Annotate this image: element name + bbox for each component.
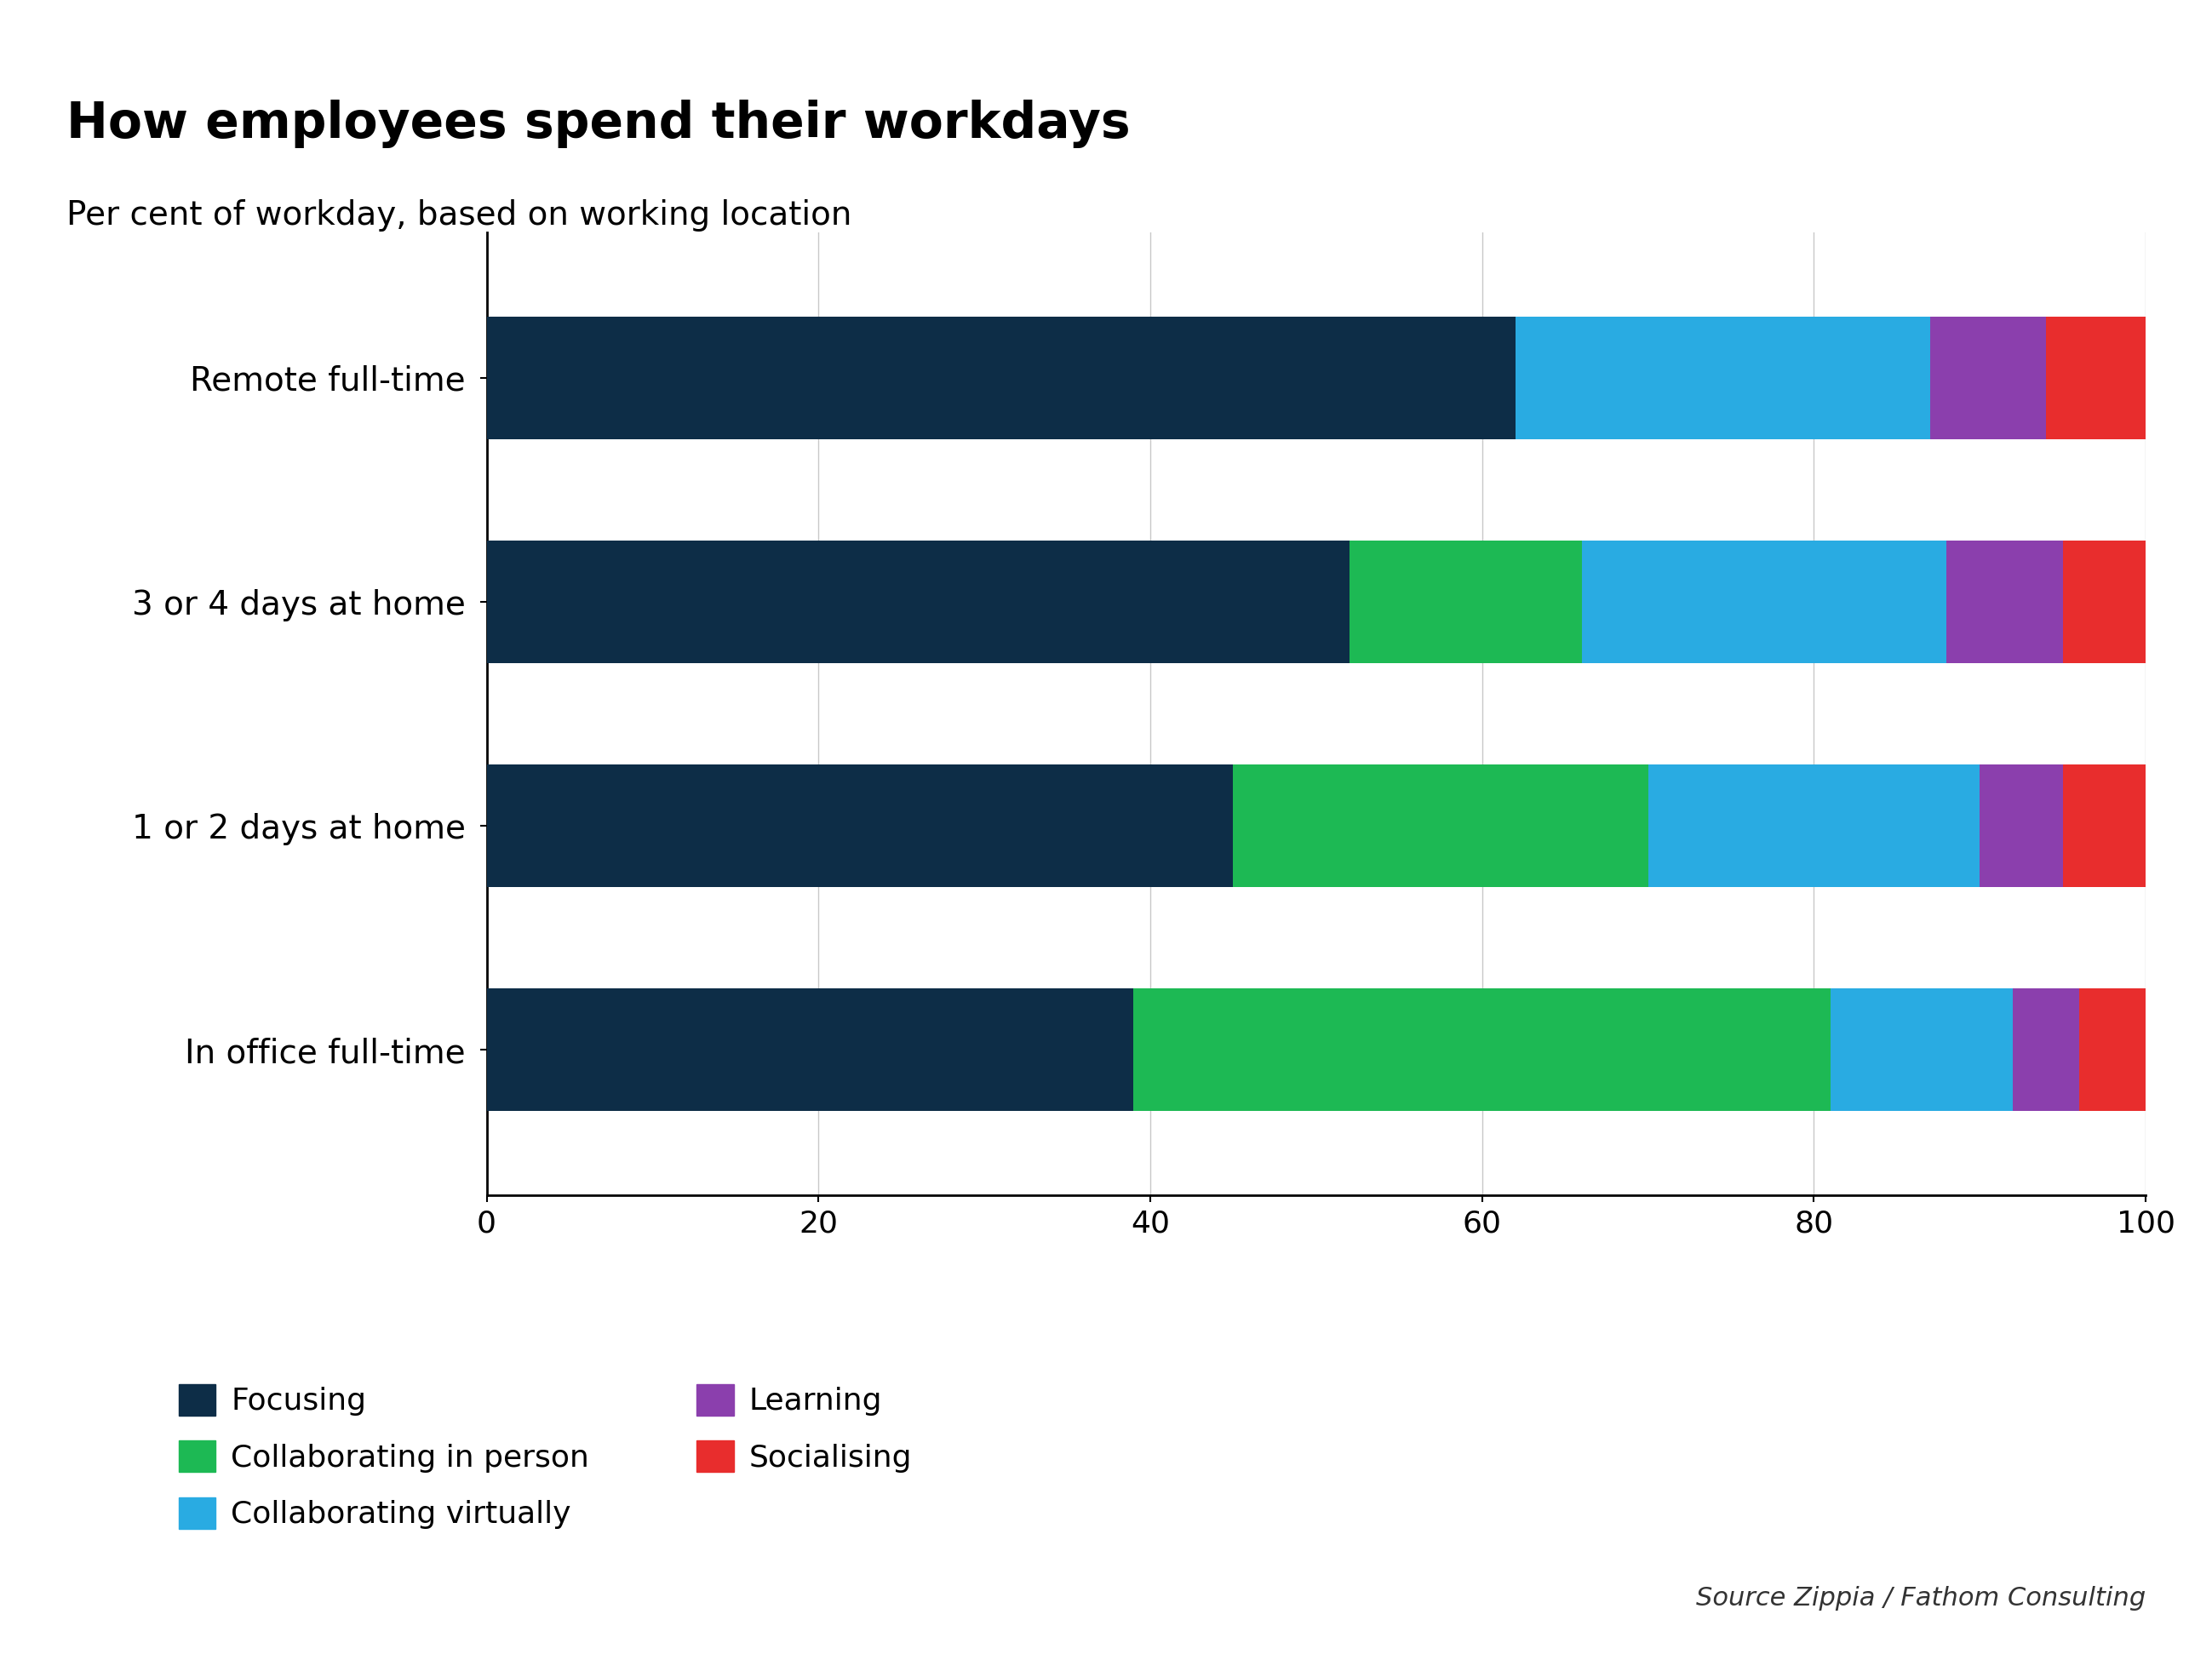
Bar bbox=[1829, 988, 2013, 1111]
Legend: Focusing, Collaborating in person, Collaborating virtually, Learning, Socialisin: Focusing, Collaborating in person, Colla… bbox=[179, 1384, 911, 1529]
Bar bbox=[487, 317, 1515, 440]
Bar bbox=[1929, 317, 2046, 440]
Bar bbox=[487, 540, 1349, 664]
Text: Per cent of workday, based on working location: Per cent of workday, based on working lo… bbox=[66, 199, 852, 231]
Bar bbox=[1648, 764, 1980, 888]
Bar bbox=[1133, 988, 1829, 1111]
Bar bbox=[2046, 317, 2146, 440]
Text: How employees spend their workdays: How employees spend their workdays bbox=[66, 100, 1130, 148]
Bar bbox=[1582, 540, 1947, 664]
Bar bbox=[1515, 317, 1929, 440]
Bar bbox=[487, 764, 1234, 888]
Bar bbox=[1349, 540, 1582, 664]
Bar bbox=[2062, 540, 2146, 664]
Text: Source Zippia / Fathom Consulting: Source Zippia / Fathom Consulting bbox=[1697, 1585, 2146, 1610]
Bar bbox=[1947, 540, 2062, 664]
Bar bbox=[2079, 988, 2146, 1111]
Bar bbox=[1234, 764, 1648, 888]
Bar bbox=[487, 988, 1133, 1111]
Bar bbox=[1980, 764, 2062, 888]
Bar bbox=[2013, 988, 2079, 1111]
Bar bbox=[2062, 764, 2146, 888]
